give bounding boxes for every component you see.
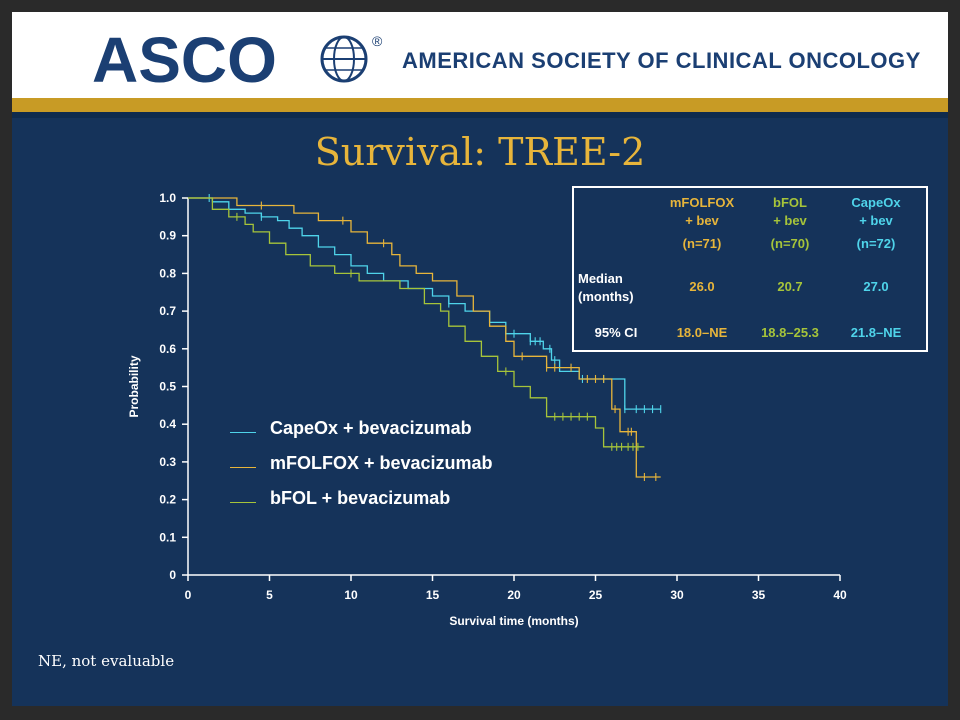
header-banner: ASCO ® AMERICAN SOCIETY OF CLINICAL ONCO…: [12, 12, 948, 98]
legend-label-mfolfox: mFOLFOX + bevacizumab: [270, 453, 493, 473]
registered-mark: ®: [372, 33, 383, 49]
x-axis-label: Survival time (months): [449, 614, 578, 628]
ci-mfolfox: 18.0–NE: [676, 325, 728, 340]
asco-logo: ASCO ®: [92, 24, 383, 88]
x-tick-label: 20: [507, 588, 521, 602]
legend-label-bfol: bFOL + bevacizumab: [270, 488, 451, 508]
ci-bfol: 18.8–25.3: [761, 325, 819, 340]
survival-curve-2: [188, 197, 645, 448]
header-capeox: CapeOx + bev (n=72): [851, 195, 901, 251]
legend-label-capeox: CapeOx + bevacizumab: [270, 418, 472, 438]
y-tick-label: 0.9: [159, 229, 176, 243]
row-label-ci: 95% CI: [594, 325, 638, 340]
y-tick-label: 0.8: [159, 266, 176, 280]
header-mfolfox: mFOLFOX + bev (n=71): [669, 195, 735, 251]
x-tick-label: 25: [589, 588, 603, 602]
x-tick-label: 0: [185, 588, 192, 602]
org-name: AMERICAN SOCIETY OF CLINICAL ONCOLOGY: [402, 48, 921, 73]
ci-capeox: 21.8–NE: [850, 325, 902, 340]
slide-title: Survival: TREE-2: [314, 130, 646, 174]
median-capeox: 27.0: [863, 279, 889, 294]
median-bfol: 20.7: [777, 279, 803, 294]
x-tick-label: 5: [266, 588, 273, 602]
median-table-inner: mFOLFOX + bev (n=71) bFOL + bev (n=70) C…: [574, 188, 926, 350]
footnote: NE, not evaluable: [38, 652, 175, 670]
chart-axes: 0 5 10 15 20 25 30 35 40 0 0.1 0.2 0.3 0.4 0.5 0.6 0.7 0.…: [159, 191, 847, 602]
median-table: mFOLFOX + bev (n=71) bFOL + bev (n=70) C…: [572, 186, 928, 352]
header-bfol: bFOL + bev (n=70): [770, 195, 810, 251]
y-tick-label: 0.1: [159, 530, 176, 544]
row-label-median: Median (months): [578, 271, 634, 304]
median-mfolfox: 26.0: [689, 279, 715, 294]
logo-text: ASCO: [92, 24, 277, 88]
y-tick-label: 0.3: [159, 455, 176, 469]
y-tick-label: 0.2: [159, 493, 176, 507]
y-tick-label: 0: [169, 568, 176, 582]
x-tick-label: 10: [344, 588, 358, 602]
y-tick-label: 0.4: [159, 417, 176, 431]
survival-chart: 0 5 10 15 20 25 30 35 40 0 0.1 0.2 0.3 0.4 0.5 0.6 0.7 0.…: [127, 191, 847, 628]
y-tick-label: 1.0: [159, 191, 176, 205]
x-tick-label: 35: [752, 588, 766, 602]
y-axis-label: Probability: [127, 355, 141, 417]
stripe: [12, 112, 948, 118]
x-tick-label: 40: [833, 588, 847, 602]
y-tick-label: 0.7: [159, 304, 176, 318]
slide: ASCO ® AMERICAN SOCIETY OF CLINICAL ONCO…: [12, 12, 948, 706]
globe-icon: [320, 35, 368, 83]
x-tick-label: 30: [670, 588, 684, 602]
legend-swatch-bfol: [230, 502, 256, 503]
y-tick-label: 0.6: [159, 342, 176, 356]
chart-curves: [188, 194, 662, 481]
x-tick-label: 15: [426, 588, 440, 602]
y-tick-label: 0.5: [159, 380, 176, 394]
legend-swatch-mfolfox: [230, 467, 256, 468]
accent-bar: [12, 98, 948, 112]
legend-swatch-capeox: [230, 432, 256, 433]
